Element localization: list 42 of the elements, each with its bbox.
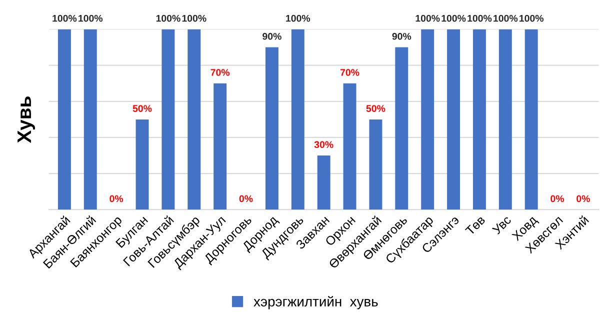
bar xyxy=(498,29,512,210)
bar xyxy=(188,29,201,210)
bar xyxy=(317,156,330,210)
data-label: 50% xyxy=(132,105,152,112)
data-label: 30% xyxy=(314,141,334,148)
bar xyxy=(58,29,71,210)
legend-label: хэрэгжилтийн хувь xyxy=(254,296,378,310)
data-label: 90% xyxy=(262,32,282,40)
data-label: 100% xyxy=(182,14,206,22)
bar xyxy=(421,29,434,210)
bar xyxy=(395,47,408,210)
data-label: 0% xyxy=(576,195,590,202)
y-axis-title: Хувь xyxy=(18,96,35,143)
bar xyxy=(265,47,278,210)
bar xyxy=(162,29,175,210)
bar xyxy=(84,29,97,210)
data-label: 100% xyxy=(442,14,466,22)
data-label: 0% xyxy=(239,195,253,202)
data-label: 70% xyxy=(210,69,230,76)
bar xyxy=(369,119,382,210)
x-tick-label: Төв xyxy=(464,215,486,236)
data-label: 100% xyxy=(416,14,440,22)
bar xyxy=(524,29,538,210)
data-label: 100% xyxy=(468,14,492,22)
bar xyxy=(214,83,227,210)
data-label: 70% xyxy=(340,69,360,76)
data-label: 100% xyxy=(52,14,77,22)
data-label: 0% xyxy=(110,195,124,202)
bar xyxy=(343,83,356,210)
data-label: 100% xyxy=(520,14,544,22)
data-label: 100% xyxy=(78,14,103,22)
bar xyxy=(291,29,304,210)
bar xyxy=(472,29,486,210)
bar xyxy=(136,119,149,210)
data-label: 100% xyxy=(494,14,518,22)
x-tick-label: Увс xyxy=(492,215,512,235)
data-label: 100% xyxy=(286,14,310,22)
data-label: 90% xyxy=(392,32,412,40)
data-label: 0% xyxy=(550,195,564,202)
data-label: 50% xyxy=(366,105,386,112)
data-label: 100% xyxy=(156,14,180,22)
bar xyxy=(447,29,460,210)
